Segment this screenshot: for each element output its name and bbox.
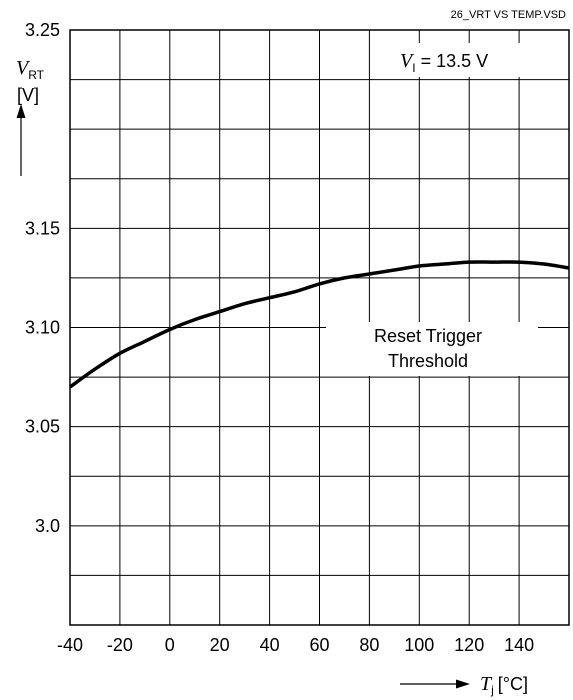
x-tick-label: 100: [404, 635, 434, 655]
y-tick-label: 3.25: [25, 20, 60, 40]
annotation-line-1: Reset Trigger: [374, 326, 482, 346]
y-tick-label: 3.05: [25, 417, 60, 437]
condition-label: VI = 13.5 V: [400, 50, 488, 75]
y-tick-label: 3.10: [25, 318, 60, 338]
annotation-line-2: Threshold: [388, 351, 468, 371]
y-axis-symbol: V: [16, 57, 31, 79]
y-axis-unit: [V]: [17, 85, 39, 105]
y-tick-label: 3.15: [25, 218, 60, 238]
x-axis-symbol: T: [480, 673, 493, 695]
y-tick-labels: 3.0 3.05 3.10 3.15 3.25: [25, 20, 60, 536]
y-axis-arrow-head: [16, 104, 26, 118]
condition-box: [393, 43, 529, 77]
y-tick-label: 3.0: [35, 516, 60, 536]
x-tick-labels: -40 -20 0 20 40 60 80 100 120 140: [57, 635, 534, 655]
x-axis-label: Tj [°C]: [480, 673, 528, 697]
x-tick-label: -40: [57, 635, 83, 655]
x-tick-label: 20: [210, 635, 230, 655]
x-tick-label: 60: [309, 635, 329, 655]
x-tick-label: -20: [107, 635, 133, 655]
x-tick-label: 40: [260, 635, 280, 655]
y-axis-label: VRT: [16, 57, 45, 82]
x-tick-label: 0: [165, 635, 175, 655]
x-tick-label: 80: [359, 635, 379, 655]
plot-frame: [69, 29, 570, 626]
condition-subscript: I: [412, 61, 415, 75]
reset-trigger-threshold-curve: [68, 260, 570, 389]
y-axis-subscript: RT: [28, 68, 44, 82]
x-tick-label: 120: [454, 635, 484, 655]
x-axis-subscript: j: [490, 683, 494, 697]
condition-value: = 13.5 V: [421, 51, 489, 71]
x-axis-unit: [°C]: [498, 674, 528, 694]
file-name: 26_VRT VS TEMP.VSD: [451, 9, 566, 21]
x-axis-arrow-head: [456, 679, 470, 689]
x-tick-label: 140: [504, 635, 534, 655]
condition-symbol: V: [400, 50, 415, 72]
annotation-box: [326, 322, 538, 376]
